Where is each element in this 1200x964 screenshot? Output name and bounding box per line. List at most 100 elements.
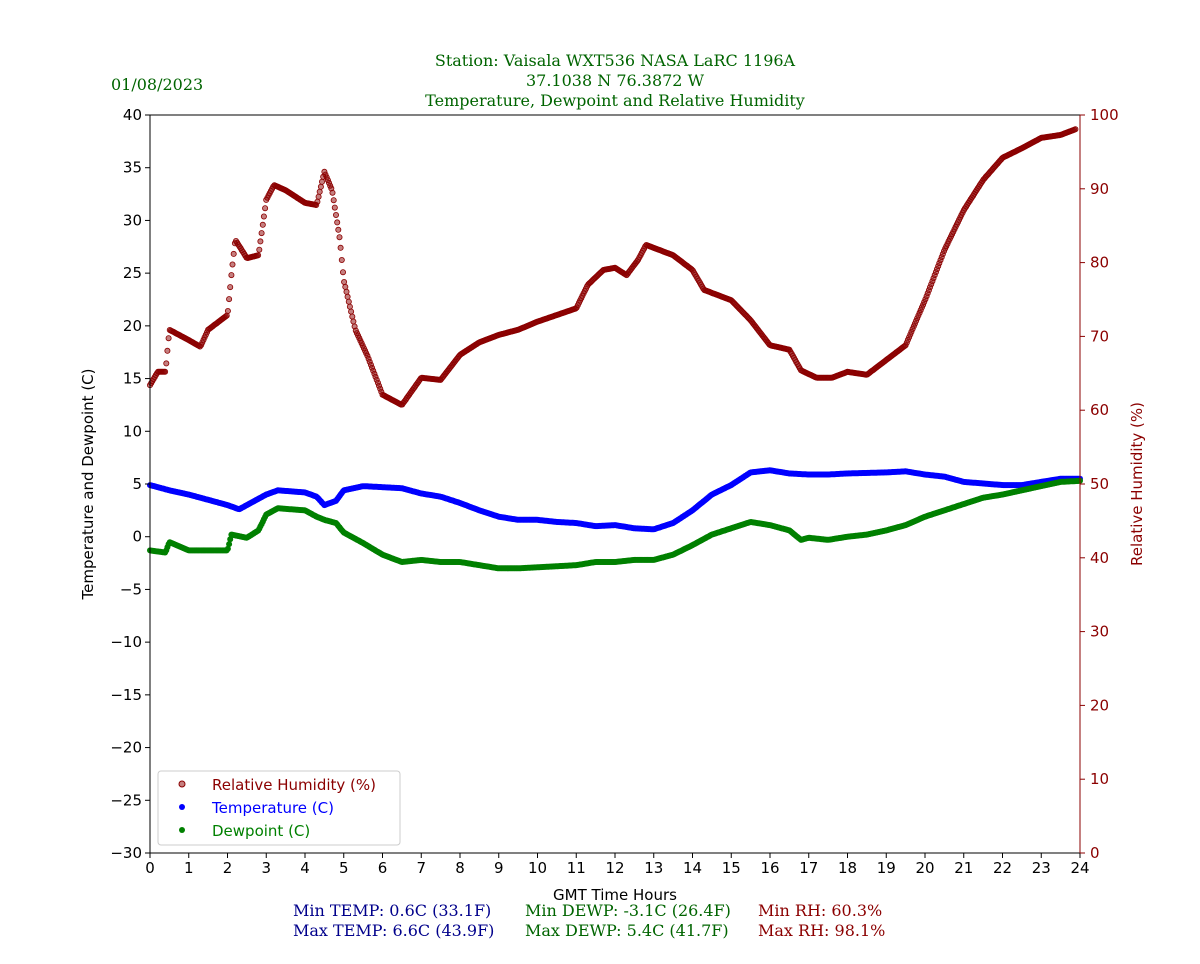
x-tick-label: 0 [145,859,155,877]
x-tick-label: 1 [184,859,194,877]
y-tick-label: −10 [110,633,142,651]
y2-tick-label: 10 [1090,770,1109,788]
x-tick-label: 23 [1032,859,1051,877]
y2-tick-label: 0 [1090,844,1100,862]
rh-point [336,234,343,241]
x-tick-label: 24 [1070,859,1089,877]
title-line-3: Temperature, Dewpoint and Relative Humid… [425,91,805,110]
rh-point [257,238,264,245]
y-tick-label: 5 [132,475,142,493]
rh-point [329,189,336,196]
x-tick-label: 7 [416,859,426,877]
x-tick-label: 9 [494,859,504,877]
rh-point [335,226,342,233]
x-tick-label: 18 [838,859,857,877]
rh-point [330,197,337,204]
rh-point [332,211,339,218]
y-tick-label: −20 [110,739,142,757]
y2-tick-label: 20 [1090,696,1109,714]
y-tick-label: 40 [123,106,142,124]
rh-point [260,213,267,220]
y2-tick-label: 90 [1090,180,1109,198]
y2-tick-label: 80 [1090,254,1109,272]
rh-point [229,261,236,268]
legend-marker-rh [178,780,186,788]
y2-tick-label: 50 [1090,475,1109,493]
rh-point [262,205,269,212]
rh-point [258,230,265,237]
y-tick-label: −5 [120,580,142,598]
y-tick-label: 35 [123,159,142,177]
x-tick-label: 15 [722,859,741,877]
y-axis-label: Temperature and Dewpoint (C) [79,368,97,600]
rh-point [345,298,352,305]
x-tick-label: 17 [799,859,818,877]
legend-marker-temp [179,804,185,810]
y2-tick-label: 100 [1090,106,1119,124]
y2-tick-label: 70 [1090,327,1109,345]
x-tick-label: 13 [644,859,663,877]
legend-marker-dewp [179,827,185,833]
dewpoint-point [226,541,233,548]
y-tick-label: 0 [132,528,142,546]
rh-point [339,269,346,276]
legend-label-temp: Temperature (C) [211,799,334,817]
rh-point [338,256,345,263]
x-tick-label: 3 [261,859,271,877]
x-tick-label: 6 [378,859,388,877]
x-axis-label: GMT Time Hours [553,886,677,904]
y2-tick-label: 30 [1090,623,1109,641]
y2-tick-label: 40 [1090,549,1109,567]
min-rh-stat: Min RH: 60.3% [758,901,882,920]
y-tick-label: −30 [110,844,142,862]
title-line-1: Station: Vaisala WXT536 NASA LaRC 1196A [435,51,796,70]
rh-point [227,284,234,291]
rh-point [162,368,169,375]
x-tick-label: 16 [760,859,779,877]
x-tick-label: 20 [915,859,934,877]
rh-point [315,193,322,200]
x-tick-label: 14 [683,859,702,877]
dewpoint-series [147,477,1083,572]
date-label: 01/08/2023 [111,75,203,94]
x-tick-label: 8 [455,859,465,877]
y-tick-label: −25 [110,791,142,809]
rh-point [344,293,351,300]
x-tick-label: 11 [567,859,586,877]
max-temp-stat: Max TEMP: 6.6C (43.9F) [293,921,494,940]
rh-point [164,347,171,354]
rh-point [228,272,235,279]
x-tick-label: 10 [528,859,547,877]
y-tick-label: 25 [123,264,142,282]
legend-box [157,770,401,846]
x-tick-label: 12 [605,859,624,877]
rh-point [163,360,170,367]
temperature-series [147,467,1083,533]
dewpoint-point [224,545,231,552]
rh-series [146,126,1079,408]
y-tick-label: 30 [123,211,142,229]
rh-point [255,252,262,259]
plot-frame [149,114,1081,854]
max-dewp-stat: Max DEWP: 5.4C (41.7F) [525,921,729,940]
rh-point [316,188,323,195]
rh-point [331,204,338,211]
x-tick-label: 5 [339,859,349,877]
y-tick-label: 15 [123,370,142,388]
title-line-2: 37.1038 N 76.3872 W [526,71,705,90]
min-dewp-stat: Min DEWP: -3.1C (26.4F) [525,901,731,920]
x-tick-label: 4 [300,859,310,877]
y2-tick-label: 60 [1090,401,1109,419]
y-tick-label: 10 [123,422,142,440]
rh-point [334,219,341,226]
rh-point [230,250,237,257]
rh-point [342,283,349,290]
min-temp-stat: Min TEMP: 0.6C (33.1F) [293,901,491,920]
rh-point [314,198,321,205]
rh-point [256,246,263,253]
y2-axis-label: Relative Humidity (%) [1128,402,1146,566]
legend-label-dewp: Dewpoint (C) [212,822,310,840]
x-tick-label: 22 [993,859,1012,877]
